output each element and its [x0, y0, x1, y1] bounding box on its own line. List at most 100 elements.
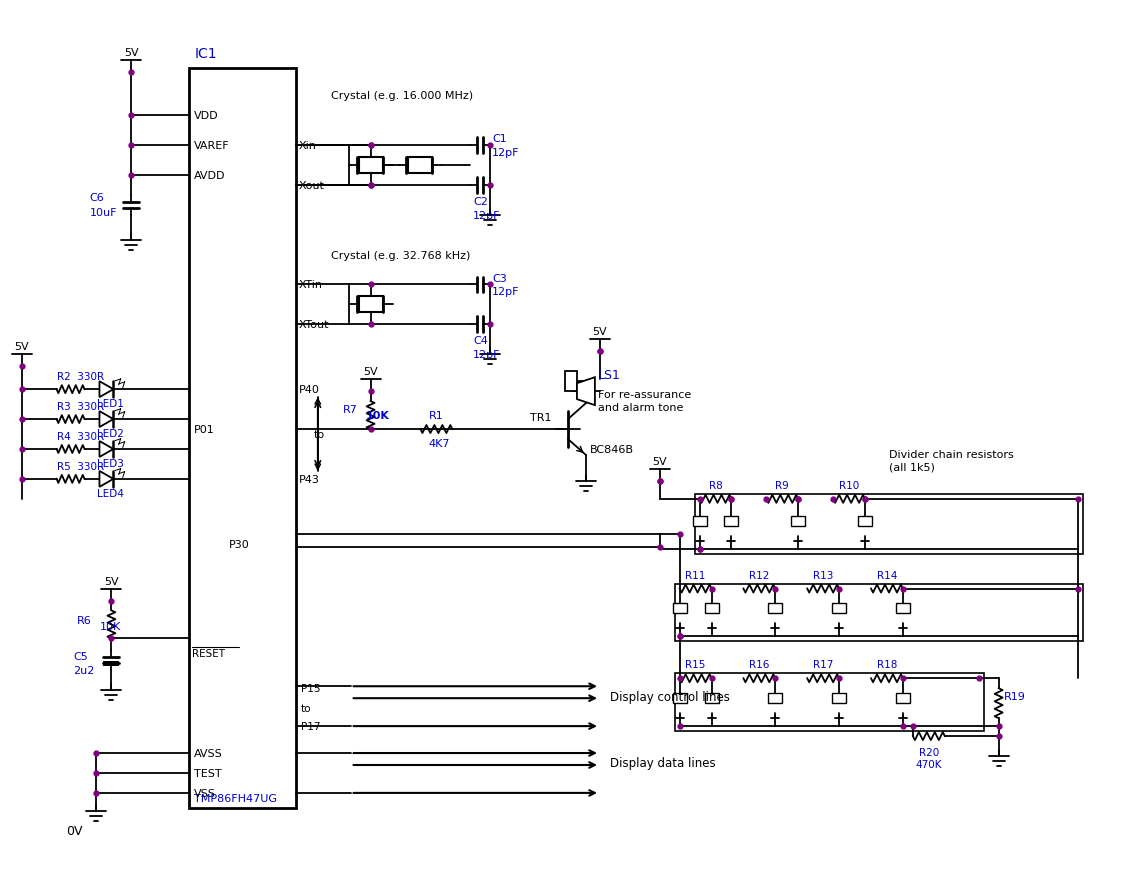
Text: 12pF: 12pF — [473, 211, 501, 221]
Bar — [725, 517, 738, 526]
Text: Divider chain resistors: Divider chain resistors — [889, 449, 1014, 460]
Text: (all 1k5): (all 1k5) — [889, 462, 935, 472]
Text: Xout: Xout — [299, 181, 325, 190]
Text: VSS: VSS — [194, 788, 216, 798]
Bar — [705, 694, 718, 703]
Text: 12pF: 12pF — [492, 148, 519, 158]
Bar — [896, 694, 910, 703]
Text: TR1: TR1 — [531, 413, 552, 423]
Bar — [705, 604, 718, 614]
Text: 5V: 5V — [124, 48, 138, 58]
Bar — [896, 604, 910, 614]
Bar — [359, 158, 382, 174]
Text: XTin: XTin — [299, 280, 323, 291]
Polygon shape — [99, 471, 114, 487]
Text: R15: R15 — [686, 659, 706, 670]
Text: C5: C5 — [73, 651, 89, 662]
Text: C1: C1 — [492, 134, 507, 144]
Polygon shape — [99, 441, 114, 457]
Bar — [832, 694, 846, 703]
Text: LS1: LS1 — [598, 369, 620, 381]
Text: 5V: 5V — [105, 576, 119, 586]
Text: to: to — [301, 703, 311, 713]
Text: 5V: 5V — [15, 342, 29, 352]
Bar — [769, 604, 782, 614]
Bar — [189, 69, 296, 808]
Text: 5V: 5V — [652, 456, 667, 466]
Text: Crystal (e.g. 16.000 MHz): Crystal (e.g. 16.000 MHz) — [330, 91, 473, 101]
Text: P15: P15 — [301, 683, 320, 694]
Bar — [672, 694, 687, 703]
Text: Display data lines: Display data lines — [610, 757, 716, 770]
Text: C2: C2 — [473, 197, 488, 206]
Text: C3: C3 — [492, 273, 507, 284]
Text: Xin: Xin — [299, 141, 317, 151]
Polygon shape — [99, 382, 114, 398]
Text: IC1: IC1 — [194, 47, 217, 61]
Text: VAREF: VAREF — [194, 141, 229, 151]
Text: 5V: 5V — [363, 367, 378, 377]
Bar — [832, 604, 846, 614]
Text: For re-assurance: For re-assurance — [598, 390, 691, 400]
Text: BC846B: BC846B — [590, 445, 634, 455]
Text: 4K7: 4K7 — [428, 439, 450, 448]
Text: 12pF: 12pF — [473, 350, 501, 360]
Text: 2u2: 2u2 — [73, 665, 94, 675]
Bar — [692, 517, 707, 526]
Polygon shape — [99, 412, 114, 428]
Bar — [359, 297, 382, 313]
Text: P40: P40 — [299, 385, 319, 395]
Text: R3  330R: R3 330R — [56, 401, 103, 412]
Text: P01: P01 — [194, 424, 215, 434]
Bar — [408, 158, 433, 174]
Text: R1: R1 — [428, 410, 443, 421]
Text: R8: R8 — [708, 480, 723, 490]
Text: R5  330R: R5 330R — [56, 462, 103, 471]
Text: 10uF: 10uF — [90, 207, 117, 217]
Text: and alarm tone: and alarm tone — [598, 402, 683, 413]
Text: RESET: RESET — [192, 649, 225, 658]
Text: TEST: TEST — [194, 768, 221, 778]
Text: 5V: 5V — [592, 327, 607, 337]
Text: LED1: LED1 — [98, 399, 125, 408]
Text: C4: C4 — [473, 336, 488, 346]
Bar — [674, 673, 984, 731]
Bar — [791, 517, 805, 526]
Text: 10K: 10K — [99, 622, 120, 632]
Text: XTout: XTout — [299, 320, 329, 330]
Text: R17: R17 — [813, 659, 833, 670]
Text: TMP86FH47UG: TMP86FH47UG — [194, 793, 278, 803]
Text: R11: R11 — [686, 570, 706, 580]
Text: R14: R14 — [877, 570, 897, 580]
Text: Display control lines: Display control lines — [610, 690, 729, 703]
Text: to: to — [314, 430, 325, 439]
Bar — [103, 662, 119, 666]
Text: R12: R12 — [750, 570, 770, 580]
Text: Crystal (e.g. 32.768 kHz): Crystal (e.g. 32.768 kHz) — [330, 251, 470, 260]
Text: R7: R7 — [343, 405, 357, 415]
Text: R9: R9 — [776, 480, 789, 490]
Text: C6: C6 — [90, 192, 105, 203]
Bar — [769, 694, 782, 703]
Text: LED2: LED2 — [98, 429, 125, 439]
Text: R6: R6 — [76, 616, 91, 626]
Text: LED3: LED3 — [98, 458, 125, 469]
Bar — [565, 372, 577, 392]
Text: R13: R13 — [813, 570, 833, 580]
Text: P30: P30 — [229, 539, 250, 549]
Text: R16: R16 — [750, 659, 770, 670]
Text: 470K: 470K — [916, 759, 942, 769]
Bar — [674, 584, 1084, 641]
Text: R18: R18 — [877, 659, 897, 670]
Text: R10: R10 — [839, 480, 859, 490]
Text: AVSS: AVSS — [194, 748, 223, 758]
Text: P43: P43 — [299, 474, 319, 485]
Bar — [695, 494, 1084, 554]
Text: AVDD: AVDD — [194, 171, 226, 181]
Bar — [672, 604, 687, 614]
Text: R20: R20 — [918, 747, 939, 758]
Text: 0V: 0V — [66, 824, 83, 837]
Bar — [858, 517, 872, 526]
Text: P17: P17 — [301, 721, 320, 731]
Text: 10K: 10K — [365, 410, 390, 421]
